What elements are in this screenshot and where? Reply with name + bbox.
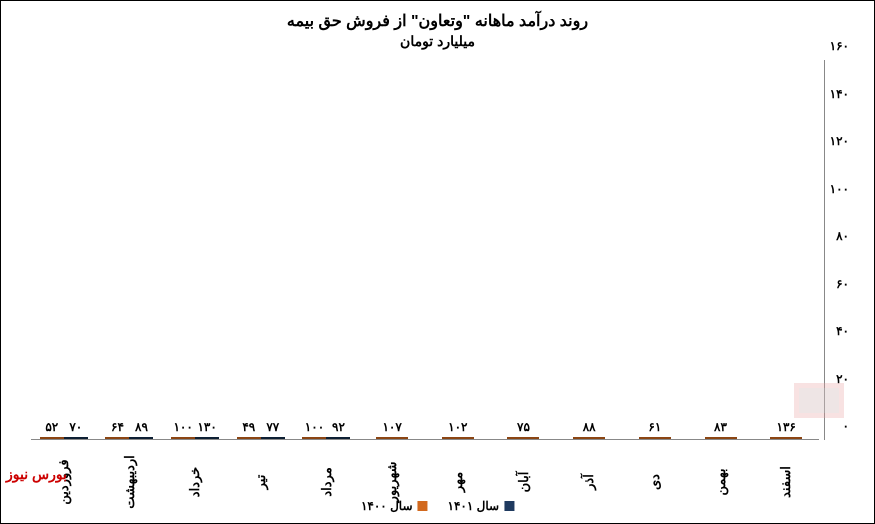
bar-1400: ۶۴ [105,437,129,439]
bar-value-label: ۷۰ [69,420,82,434]
x-labels: فروردیناردیبهشتخردادتیرمردادشهریورمهرآبا… [31,474,819,490]
bar-1401: ۹۲ [326,437,350,439]
x-axis-label: آبان [515,449,531,515]
bar-value-label: ۱۳۰ [197,420,216,434]
watermark-text: بورس نیوز [6,466,67,483]
bar-1400: ۱۰۰ [302,437,326,439]
month-group: ۱۰۰۱۳۰ [162,437,228,439]
month-group: ۸۸ [556,437,622,439]
month-group: ۶۱ [622,437,688,439]
y-tick: ۱۶۰ [830,39,849,53]
chart-container: روند درآمد ماهانه "وتعاون" از فروش حق بی… [0,0,875,524]
bar-1400: ۱۰۰ [171,437,195,439]
x-axis-label: دی [647,449,663,515]
bar-1400: ۷۵ [507,437,539,439]
month-group: ۸۳ [688,437,754,439]
y-tick: ۱۰۰ [830,182,849,196]
month-group: ۷۵ [491,437,557,439]
month-group: ۶۴۸۹ [97,437,163,439]
legend-item-1401: سال ۱۴۰۱ [448,499,515,513]
month-group: ۵۲۷۰ [31,437,97,439]
legend-item-1400: سال ۱۴۰۰ [361,499,428,513]
y-tick: ۱۲۰ [830,134,849,148]
bars-area: ۵۲۷۰۶۴۸۹۱۰۰۱۳۰۴۹۷۷۱۰۰۹۲۱۰۷۱۰۲۷۵۸۸۶۱۸۳۱۳۶ [31,60,819,440]
bar-value-label: ۹۲ [332,420,345,434]
title-block: روند درآمد ماهانه "وتعاون" از فروش حق بی… [21,11,854,50]
bar-value-label: ۸۸ [583,420,596,434]
bar-1401: ۷۰ [64,437,88,439]
bar-value-label: ۴۹ [242,420,255,434]
x-axis-label: خرداد [187,449,203,515]
month-group: ۱۳۶ [753,437,819,439]
bar-1401: ۷۷ [261,437,285,439]
chart-subtitle: میلیارد تومان [21,33,854,50]
month-group: ۱۰۰۹۲ [294,437,360,439]
bar-1400: ۱۰۷ [376,437,408,439]
legend: سال ۱۴۰۱ سال ۱۴۰۰ [361,499,514,513]
legend-label-1400: سال ۱۴۰۰ [361,499,413,513]
y-tick: ۸۰ [836,229,849,243]
logo-icon [789,373,849,423]
x-axis-label: آذر [581,449,597,515]
bar-1400: ۸۸ [573,437,605,439]
y-tick: ۴۰ [836,324,849,338]
legend-swatch-1401 [504,501,514,511]
bar-1401: ۸۹ [129,437,153,439]
bar-value-label: ۶۱ [648,420,661,434]
bar-value-label: ۵۲ [45,420,58,434]
legend-label-1401: سال ۱۴۰۱ [448,499,500,513]
bar-1400: ۶۱ [639,437,671,439]
bar-value-label: ۸۹ [135,420,148,434]
bar-1400: ۱۳۶ [770,437,802,439]
x-axis-label: اسفند [778,449,794,515]
bar-1400: ۴۹ [237,437,261,439]
y-tick: ۶۰ [836,277,849,291]
bar-1401: ۱۳۰ [195,437,219,439]
bar-value-label: ۶۴ [111,420,124,434]
x-axis-label: مرداد [318,449,334,515]
chart-title: روند درآمد ماهانه "وتعاون" از فروش حق بی… [21,11,854,31]
watermark-logo [789,373,849,423]
legend-swatch-1400 [418,501,428,511]
bar-value-label: ۱۰۰ [173,420,192,434]
x-axis-label: بهمن [712,449,728,515]
bar-value-label: ۸۳ [714,420,727,434]
y-tick: ۱۴۰ [830,87,849,101]
x-axis-label: تیر [253,449,269,515]
plot-area: ۰ ۲۰ ۴۰ ۶۰ ۸۰ ۱۰۰ ۱۲۰ ۱۴۰ ۱۶۰ ۵۲۷۰۶۴۸۹۱۰… [21,60,854,440]
x-axis-label: اردیبهشت [121,449,137,515]
month-group: ۴۹۷۷ [228,437,294,439]
bar-value-label: ۷۵ [517,420,530,434]
bar-value-label: ۱۰۲ [448,420,467,434]
bar-1400: ۸۳ [705,437,737,439]
bar-value-label: ۷۷ [266,420,279,434]
month-group: ۱۰۲ [425,437,491,439]
bar-value-label: ۱۰۰ [305,420,324,434]
bar-1400: ۵۲ [40,437,64,439]
month-group: ۱۰۷ [359,437,425,439]
bar-1400: ۱۰۲ [442,437,474,439]
bar-value-label: ۱۰۷ [382,420,401,434]
